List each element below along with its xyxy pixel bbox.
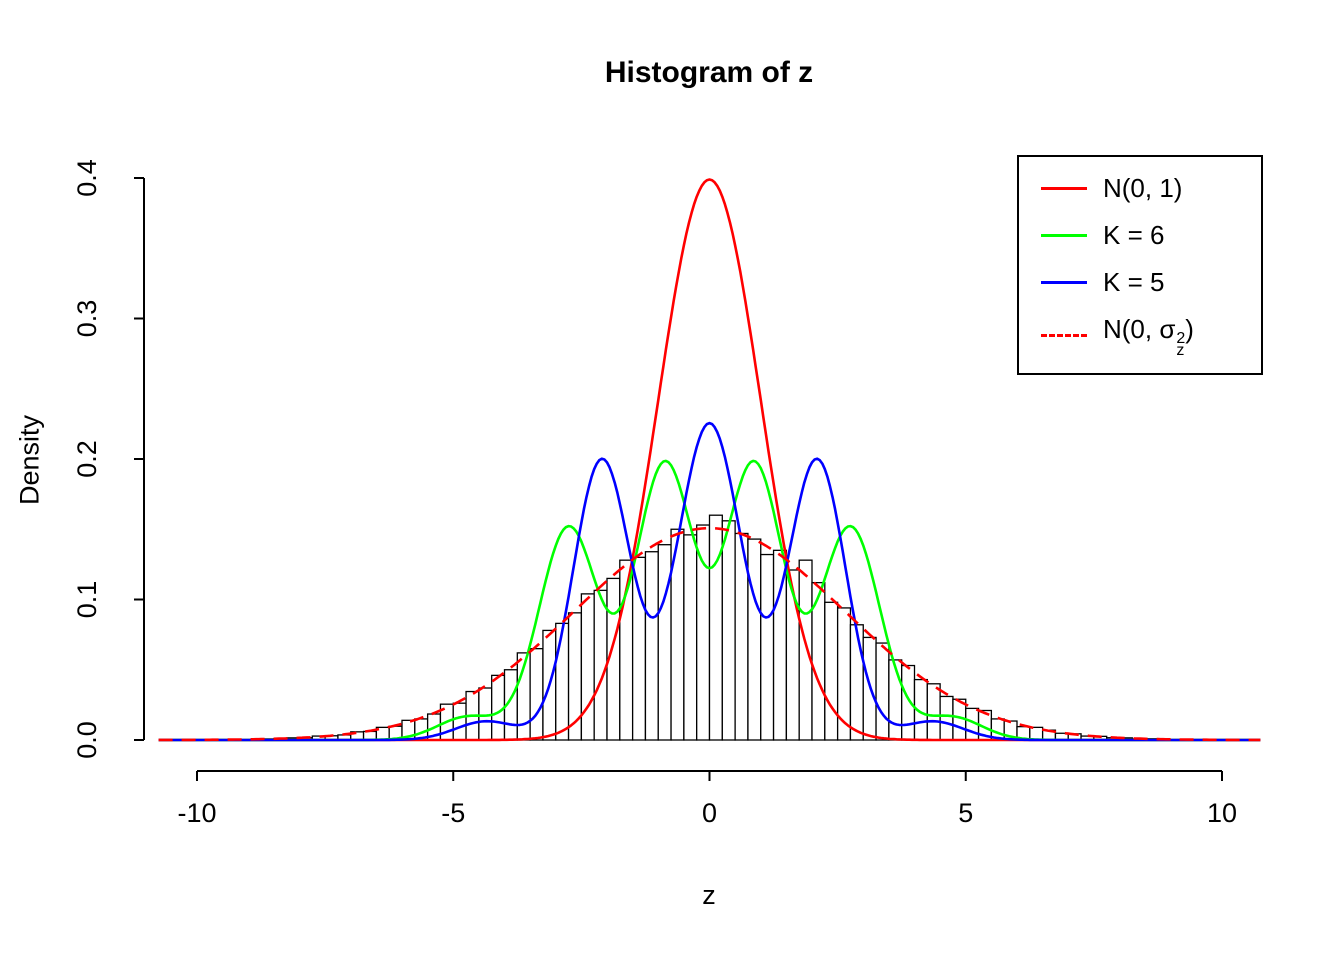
y-tick-label: 0.0: [72, 721, 102, 759]
x-tick-label: 0: [702, 798, 717, 828]
curve-n0-sigmaz2: [158, 526, 1261, 742]
histogram-bar: [529, 648, 544, 741]
y-tick-label: 0.2: [72, 440, 102, 478]
legend-label: K = 5: [1103, 267, 1165, 297]
x-axis: -10 -5 0 5 10: [177, 770, 1237, 828]
histogram-bar: [593, 589, 608, 741]
histogram-bar: [721, 520, 736, 741]
y-tick-label: 0.4: [72, 159, 102, 197]
legend-item-n0-sigmaz2: N(0, σ 2 z): [1041, 314, 1257, 359]
histogram-bar: [696, 524, 711, 741]
histogram-bar: [452, 702, 467, 741]
histogram-bar: [708, 514, 723, 741]
chart-title: Histogram of z: [604, 56, 814, 89]
y-tick-label: 0.1: [72, 581, 102, 619]
sigma-symbol: σ: [1159, 314, 1176, 344]
curve-k5: [158, 421, 1261, 742]
legend-label: K = 6: [1103, 220, 1165, 250]
legend-line-sample-green: [1041, 234, 1087, 237]
histogram-bar: [824, 601, 839, 741]
legend-label: N(0, σ 2 z): [1103, 314, 1194, 359]
legend: N(0, 1) K = 6 K = 5 N(0, σ 2 z): [1017, 155, 1263, 375]
y-axis: 0.0 0.1 0.2 0.3 0.4: [72, 159, 145, 759]
legend-label: N(0, 1): [1103, 173, 1183, 203]
histogram-bar: [798, 559, 813, 741]
histogram-bar: [683, 534, 698, 741]
histogram-bar: [657, 544, 672, 741]
histogram-bar: [901, 664, 916, 741]
x-tick-label: -5: [441, 798, 465, 828]
legend-item-k5: K = 5: [1041, 267, 1257, 298]
histogram-bar: [555, 622, 570, 741]
histogram-bar: [888, 659, 903, 741]
histogram-bars: [260, 514, 1159, 741]
histogram-bar: [580, 593, 595, 741]
histogram-bar: [926, 683, 941, 741]
x-tick-label: 10: [1207, 798, 1237, 828]
histogram-bar: [875, 642, 890, 741]
histogram-bar: [644, 551, 659, 741]
histogram-bar: [631, 556, 647, 741]
legend-line-sample-blue: [1041, 281, 1087, 284]
legend-item-n01: N(0, 1): [1041, 173, 1257, 204]
x-axis-label: z: [702, 880, 716, 910]
histogram-bar: [939, 695, 954, 741]
histogram-bar: [760, 553, 775, 741]
histogram-bar: [836, 607, 852, 741]
y-axis-label: Density: [14, 414, 45, 506]
x-tick-label: 5: [958, 798, 973, 828]
histogram-bar: [849, 624, 864, 741]
y-tick-label: 0.3: [72, 300, 102, 338]
x-tick-label: -10: [177, 798, 216, 828]
legend-item-k6: K = 6: [1041, 220, 1257, 251]
legend-line-sample-red: [1041, 187, 1087, 190]
histogram-bar: [747, 538, 762, 741]
legend-line-sample-dashed-red: [1041, 334, 1087, 337]
